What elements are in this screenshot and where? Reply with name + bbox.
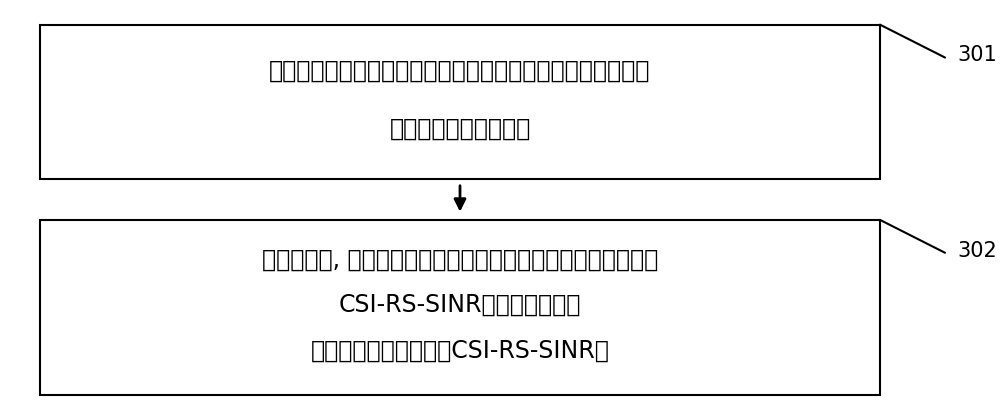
Text: 确定预设的下发周期和下发次数，并根据预设的下发周期和下: 确定预设的下发周期和下发次数，并根据预设的下发周期和下 [269,59,651,83]
Text: 302: 302 [957,241,997,261]
Text: 301: 301 [957,46,997,65]
Text: 以使从终端获得对应的CSI-RS-SINR值: 以使从终端获得对应的CSI-RS-SINR值 [311,338,609,363]
Text: 发次数，确定下发时刻: 发次数，确定下发时刻 [389,116,531,141]
Bar [40,220,880,395]
Bar [40,25,880,179]
Text: CSI-RS-SINR值的第一信息，: CSI-RS-SINR值的第一信息， [339,293,581,317]
Text: 在下发时刻, 向与基站对应的终端发送包含下行参考信号信噪比: 在下发时刻, 向与基站对应的终端发送包含下行参考信号信噪比 [262,248,658,272]
